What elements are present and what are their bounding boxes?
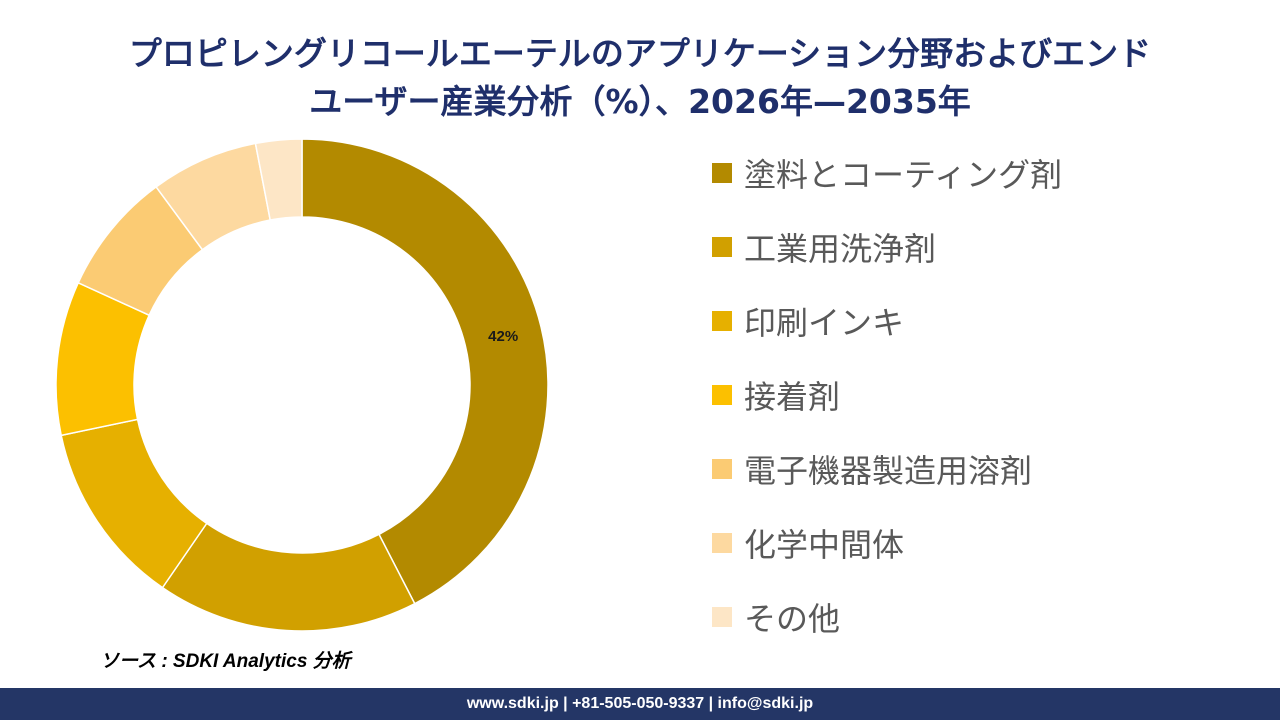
legend-swatch-7 [712,607,732,627]
donut-slice-2 [161,522,416,632]
legend-swatch-3 [712,311,732,331]
legend-label-2: 工業用洗浄剤 [744,230,937,268]
legend-item-1: 塗料とコーティング剤 [712,136,1272,210]
chart-title-line2: ユーザー産業分析（%）、2026年—2035年 [309,82,971,121]
footer-contact-bar: www.sdki.jp | +81-505-050-9337 | info@sd… [0,688,1280,720]
legend-label-5: 電子機器製造用溶剤 [744,452,1033,490]
legend-label-1: 塗料とコーティング剤 [744,156,1063,194]
chart-legend: 塗料とコーティング剤 工業用洗浄剤 印刷インキ接着剤電子機器製造用溶剤 化学中間体その… [712,136,1272,654]
legend-label-4: 接着剤 [744,378,841,416]
donut-chart: 42% [55,138,549,632]
legend-swatch-6 [712,533,732,553]
legend-swatch-2 [712,237,732,257]
source-note: ソース : SDKI Analytics 分析 [100,651,351,672]
legend-item-5: 電子機器製造用溶剤 [712,432,1272,506]
data-label-1: 42% [488,328,518,345]
donut-slice-7 [254,138,303,221]
legend-label-3: 印刷インキ [744,304,905,342]
legend-item-4: 接着剤 [712,358,1272,432]
chart-title: プロピレングリコールエーテルのアプリケーション分野およびエンド ユーザー産業分析… [20,30,1260,126]
legend-item-6: 化学中間体 [712,506,1272,580]
legend-label-7: その他 [744,600,841,638]
chart-title-line1: プロピレングリコールエーテルのアプリケーション分野およびエンド [128,34,1152,73]
legend-label-6: 化学中間体 [744,526,905,564]
legend-item-7: その他 [712,580,1272,654]
donut-slice-1 [301,138,549,605]
legend-swatch-1 [712,163,732,183]
legend-swatch-5 [712,459,732,479]
legend-item-3: 印刷インキ [712,284,1272,358]
legend-item-2: 工業用洗浄剤 [712,210,1272,284]
legend-swatch-4 [712,385,732,405]
